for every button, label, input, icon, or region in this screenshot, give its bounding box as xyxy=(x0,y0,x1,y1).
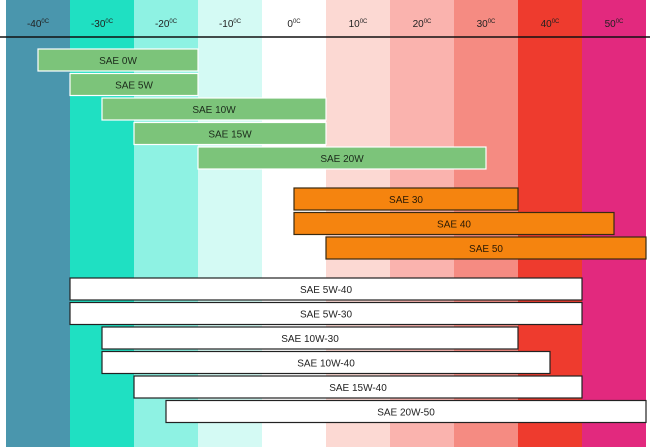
temperature-unit-superscript: 0C xyxy=(488,19,496,25)
grade-range-label: SAE 20W-50 xyxy=(377,408,435,419)
grade-range-label: SAE 0W xyxy=(99,56,137,67)
grade-range-label: SAE 50 xyxy=(469,244,503,255)
temperature-tick-label: -300C xyxy=(91,19,114,30)
grade-range-bar xyxy=(37,48,199,72)
temperature-unit-superscript: 0C xyxy=(233,19,241,25)
grade-range-bar xyxy=(69,72,199,97)
grade-range-label: SAE 5W-30 xyxy=(300,310,352,321)
temperature-tick-value: 30 xyxy=(477,19,489,30)
temperature-tick-value: -20 xyxy=(155,19,170,30)
temperature-tick-label: -400C xyxy=(27,19,50,30)
temperature-tick-value: 20 xyxy=(413,19,425,30)
temperature-tick-label: 200C xyxy=(413,19,432,30)
temperature-unit-superscript: 0C xyxy=(424,19,432,25)
temperature-tick-value: -10 xyxy=(219,19,234,30)
grade-range-label: SAE 5W-40 xyxy=(300,285,352,296)
grade-range-bar xyxy=(133,121,327,146)
temperature-tick-value: -40 xyxy=(27,19,42,30)
temperature-tick-label: 400C xyxy=(541,19,560,30)
temperature-tick-label: 100C xyxy=(349,19,368,30)
grade-range-bar xyxy=(101,97,327,121)
grade-range-bar xyxy=(325,236,647,260)
grade-range-bar xyxy=(197,146,487,170)
temperature-tick-label: 500C xyxy=(605,19,624,30)
grade-range-label: SAE 5W xyxy=(115,81,153,92)
grade-range-bar xyxy=(101,350,551,375)
temperature-tick-label: -100C xyxy=(219,19,242,30)
grade-range-label: SAE 30 xyxy=(389,195,423,206)
grade-range-bar xyxy=(101,326,519,350)
grade-range-label: SAE 15W xyxy=(208,130,252,141)
grade-range-label: SAE 10W xyxy=(192,105,236,116)
temperature-tick-value: -30 xyxy=(91,19,106,30)
temperature-unit-superscript: 0C xyxy=(41,19,49,25)
temperature-column xyxy=(6,0,70,447)
temperature-tick-label: 300C xyxy=(477,19,496,30)
temperature-unit-superscript: 0C xyxy=(169,19,177,25)
temperature-unit-superscript: 0C xyxy=(552,19,560,25)
temperature-unit-superscript: 0C xyxy=(105,19,113,25)
temperature-unit-superscript: 0C xyxy=(293,19,301,25)
grade-range-bar xyxy=(69,277,583,301)
grade-range-label: SAE 15W-40 xyxy=(329,383,387,394)
grade-range-label: SAE 10W-30 xyxy=(281,334,339,345)
grade-ranges: SAE 0W SAE 5W SAE 10W SAE 15W SAE 20W SAE 30 S… xyxy=(37,48,647,424)
grade-range-label: SAE 40 xyxy=(437,220,471,231)
temperature-tick-value: 10 xyxy=(349,19,361,30)
temperature-tick-value: 0 xyxy=(287,19,293,30)
grade-range-bar xyxy=(293,211,615,236)
temperature-tick-value: 40 xyxy=(541,19,553,30)
temperature-tick-label: -200C xyxy=(155,19,178,30)
grade-range-bar xyxy=(133,375,583,399)
grade-range-bar xyxy=(165,399,647,424)
temperature-tick-label: 00C xyxy=(287,19,301,30)
temperature-unit-superscript: 0C xyxy=(616,19,624,25)
temperature-unit-superscript: 0C xyxy=(360,19,368,25)
grade-range-label: SAE 20W xyxy=(320,154,364,165)
grade-range-bar xyxy=(69,301,583,326)
temperature-tick-value: 50 xyxy=(605,19,617,30)
grade-range-label: SAE 10W-40 xyxy=(297,359,355,370)
grade-range-bar xyxy=(293,187,519,211)
